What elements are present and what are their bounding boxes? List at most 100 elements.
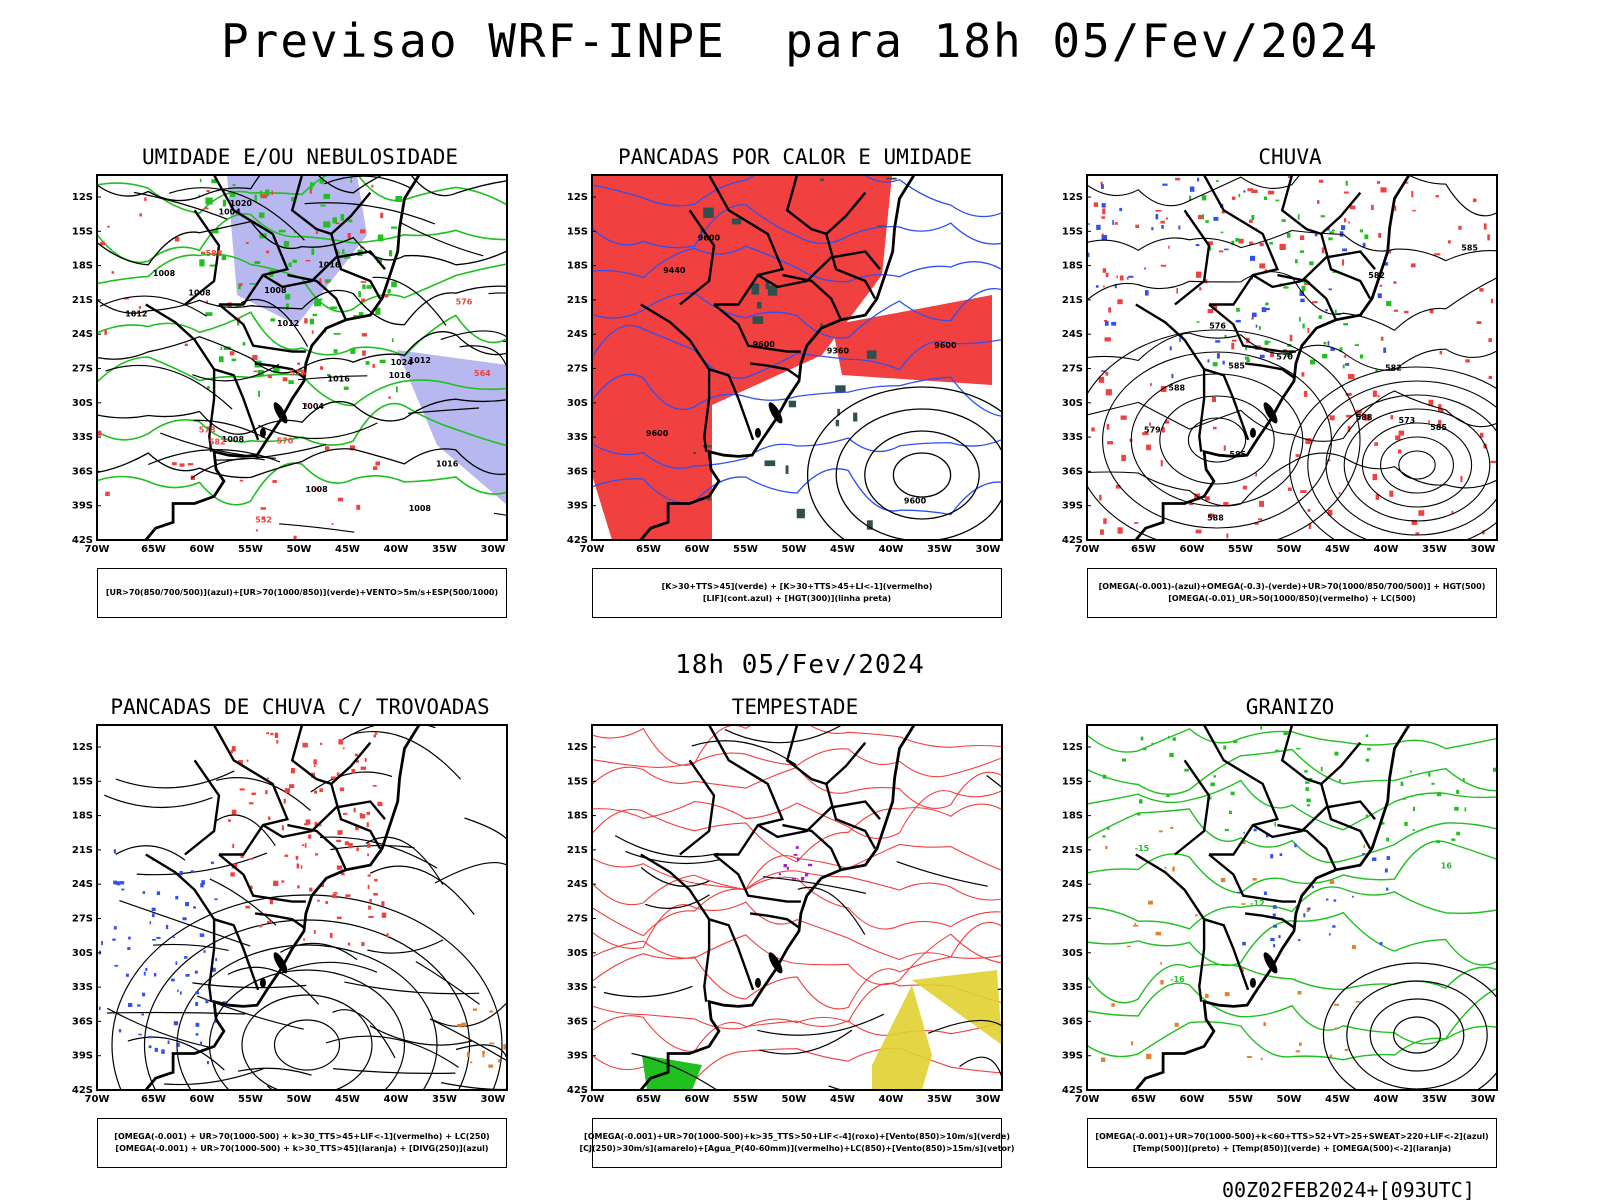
storm-red — [266, 732, 270, 735]
teal-area — [765, 281, 769, 290]
hail-blue — [1352, 895, 1354, 898]
lat-tick-label: 15S — [567, 776, 588, 787]
temp850-green — [1210, 782, 1215, 787]
red-thickness — [304, 403, 307, 407]
storm-red — [284, 788, 291, 794]
temp850-green — [1462, 777, 1465, 782]
panel-umidade: UMIDADE E/OU NEBULOSIDADE 1008 1008 1012 10… — [55, 145, 545, 620]
storm-red — [333, 892, 338, 894]
state-border — [708, 918, 755, 991]
teal-area — [764, 460, 776, 467]
omega-red — [1347, 425, 1351, 432]
omega-red — [1479, 288, 1484, 292]
omega-red — [1395, 435, 1401, 441]
contour-label: 578 — [199, 426, 216, 435]
omega-red — [1247, 188, 1254, 192]
contour-label: 1012 — [409, 356, 431, 365]
lagoon — [754, 977, 761, 988]
lon-tick-label: 40W — [384, 1094, 409, 1105]
hail-blue — [1297, 939, 1301, 942]
contour-label: 576 — [290, 368, 307, 377]
legend-line: [OMEGA(-0.001)+UR>70(1000-500)+k>35_TTS>… — [584, 1132, 1010, 1141]
teal-area — [886, 177, 897, 180]
green-humidity — [391, 281, 397, 288]
state-border — [262, 250, 386, 289]
lat-tick-label: 24S — [1062, 329, 1083, 340]
red-thickness — [359, 229, 366, 234]
green-humidity — [375, 307, 381, 315]
streamline — [208, 969, 406, 1090]
green-humidity — [323, 221, 331, 228]
red-thickness — [179, 463, 185, 467]
lagoon — [273, 952, 288, 974]
lon-tick-label: 50W — [1277, 1094, 1302, 1105]
contour-label: 1008 — [409, 504, 432, 513]
coastline — [1134, 175, 1411, 540]
green-humidity — [230, 190, 236, 198]
hgt-contour — [892, 452, 952, 498]
omega-red — [1307, 508, 1311, 512]
lon-tick-label: 30W — [976, 1094, 1001, 1105]
red-thickness — [309, 188, 312, 194]
state-border — [757, 250, 881, 289]
omega-red — [1259, 263, 1266, 269]
streamline — [367, 939, 444, 954]
lon-tick-label: 35W — [1422, 1094, 1447, 1105]
lagoon — [768, 952, 783, 974]
divergence-blue — [190, 870, 195, 873]
temp850-green — [1223, 745, 1227, 750]
red-thickness — [375, 461, 380, 466]
omega-green — [1342, 364, 1345, 369]
omega-red — [1267, 190, 1275, 195]
omega-red — [1149, 422, 1151, 426]
storm-orange — [466, 1051, 470, 1057]
green-humidity — [205, 312, 213, 316]
lc-contour — [592, 725, 1002, 766]
omega-green — [1345, 180, 1348, 186]
lagoon — [754, 427, 761, 438]
green-humidity — [309, 318, 314, 325]
temp850-green — [1121, 758, 1127, 762]
divergence-blue — [200, 883, 204, 888]
divergence-blue — [165, 924, 169, 930]
omega-red — [1160, 386, 1167, 392]
omega-blue — [1144, 267, 1146, 270]
hail-blue — [1303, 913, 1306, 918]
omega-red — [1165, 217, 1168, 220]
omega500-orange — [1111, 1003, 1115, 1007]
omega-green — [1236, 307, 1240, 312]
red-thickness — [380, 212, 384, 219]
streamline — [164, 1067, 265, 1086]
teal-area — [877, 225, 886, 228]
omega-red — [1249, 219, 1253, 223]
storm-red — [339, 787, 344, 792]
storm-red — [325, 901, 329, 904]
state-border — [1252, 800, 1376, 839]
hail-blue — [1386, 856, 1390, 860]
storm-red — [230, 750, 234, 754]
pressure-isobar — [97, 398, 507, 435]
wind-vector — [213, 443, 327, 461]
divergence-blue — [212, 967, 216, 972]
omega-red — [1155, 209, 1162, 212]
streamline — [107, 1007, 214, 1049]
omega-red — [1308, 523, 1312, 529]
storm-red — [309, 887, 313, 892]
omega-red — [1208, 241, 1213, 245]
storm-red — [267, 777, 269, 780]
divergence-blue — [182, 917, 187, 921]
state-border — [145, 303, 216, 452]
omega-red — [1117, 527, 1123, 534]
storm-red — [331, 776, 337, 779]
omega-red — [1160, 220, 1165, 224]
divergence-blue — [148, 1045, 152, 1049]
red-thickness — [255, 529, 258, 532]
green-humidity — [292, 259, 297, 263]
lc-contour — [592, 901, 1002, 961]
omega500-orange — [1160, 961, 1162, 965]
omega500-orange — [1170, 826, 1174, 829]
storm-red — [265, 790, 268, 795]
state-border — [184, 209, 221, 306]
state-border — [782, 823, 842, 871]
omega-red — [1251, 317, 1254, 320]
